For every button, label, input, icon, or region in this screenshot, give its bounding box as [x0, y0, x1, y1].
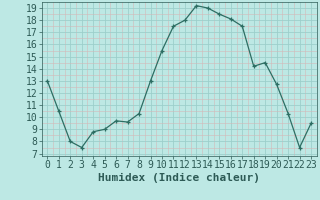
X-axis label: Humidex (Indice chaleur): Humidex (Indice chaleur)	[98, 173, 260, 183]
